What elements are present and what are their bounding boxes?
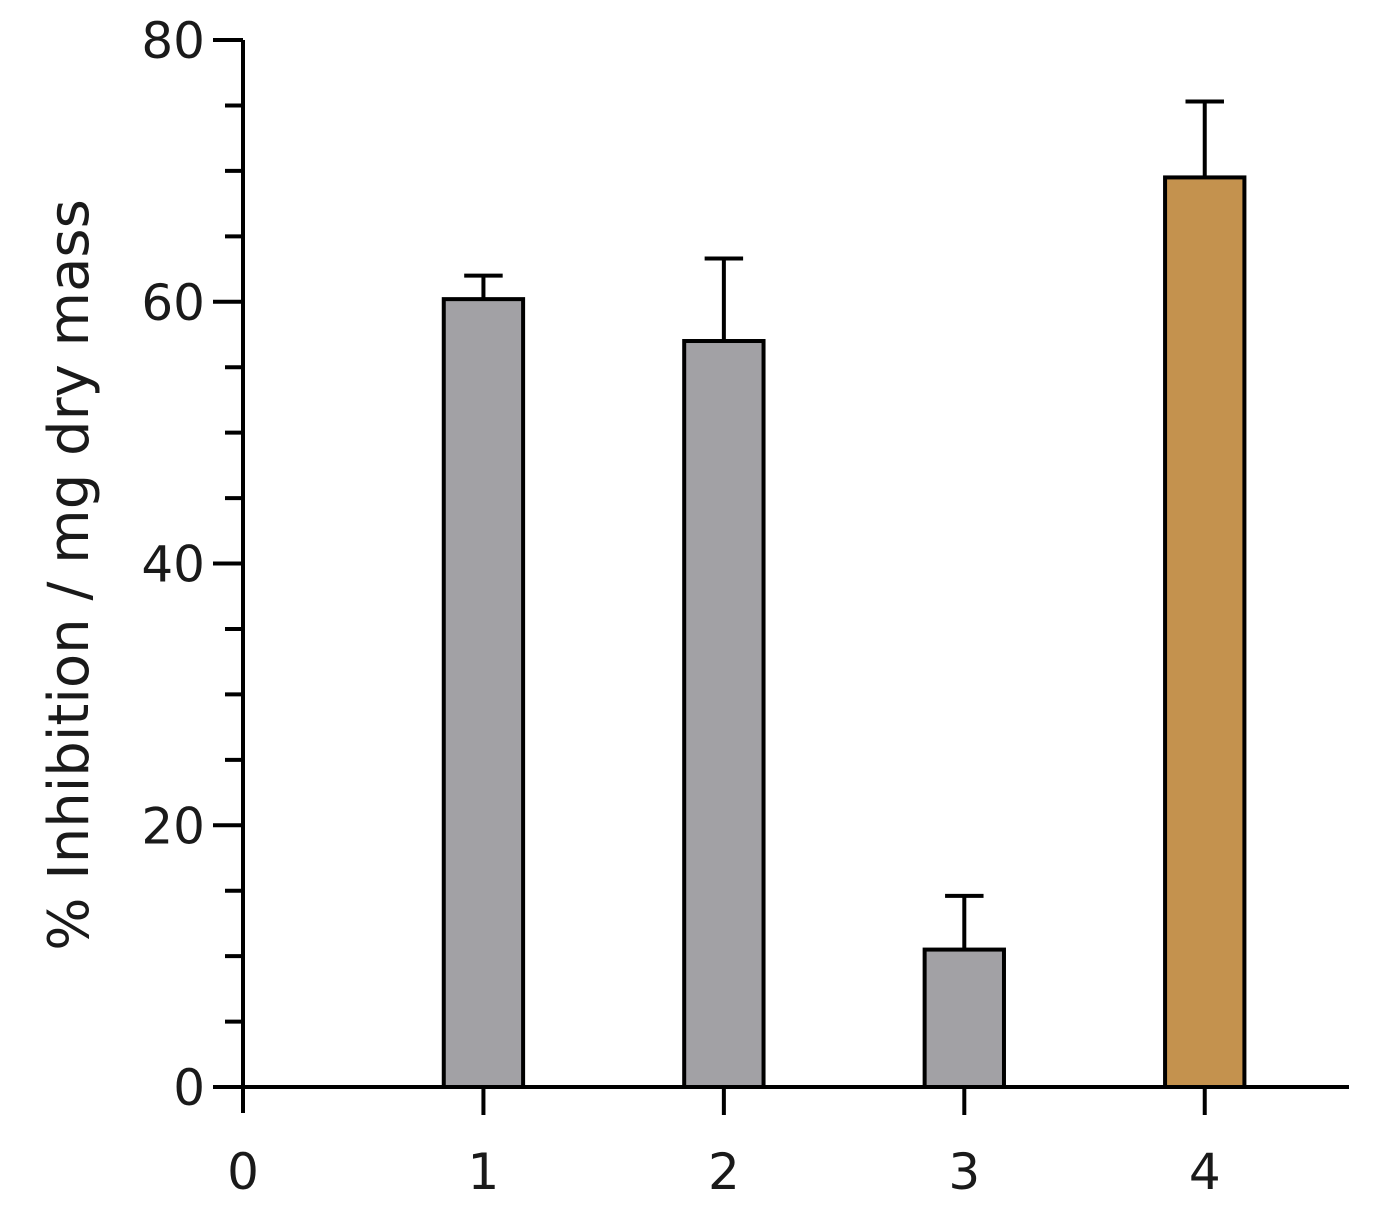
x-ticks: 0 1 2 3 4 xyxy=(227,1087,1221,1201)
y-tick-label: 0 xyxy=(173,1059,205,1117)
axes-layer xyxy=(213,40,1349,1113)
y-tick-label: 20 xyxy=(141,797,205,855)
y-axis-title: % Inhibition / mg dry mass xyxy=(37,199,102,951)
x-tick-label: 3 xyxy=(948,1143,980,1201)
x-tick-label: 2 xyxy=(708,1143,740,1201)
y-tick-label: 60 xyxy=(141,274,205,332)
x-tick-label: 0 xyxy=(227,1143,259,1201)
x-tick-label: 1 xyxy=(468,1143,500,1201)
bars-layer xyxy=(441,175,1247,1089)
y-tick-label: 40 xyxy=(141,536,205,594)
y-ticks: 0 20 40 60 80 xyxy=(141,12,243,1117)
error-bars-layer xyxy=(464,99,1224,950)
bar xyxy=(441,297,526,1089)
bar xyxy=(682,339,766,1089)
y-tick-label: 80 xyxy=(141,12,205,70)
x-tick-label: 4 xyxy=(1189,1143,1221,1201)
bar xyxy=(1163,175,1247,1089)
bar xyxy=(922,947,1006,1089)
